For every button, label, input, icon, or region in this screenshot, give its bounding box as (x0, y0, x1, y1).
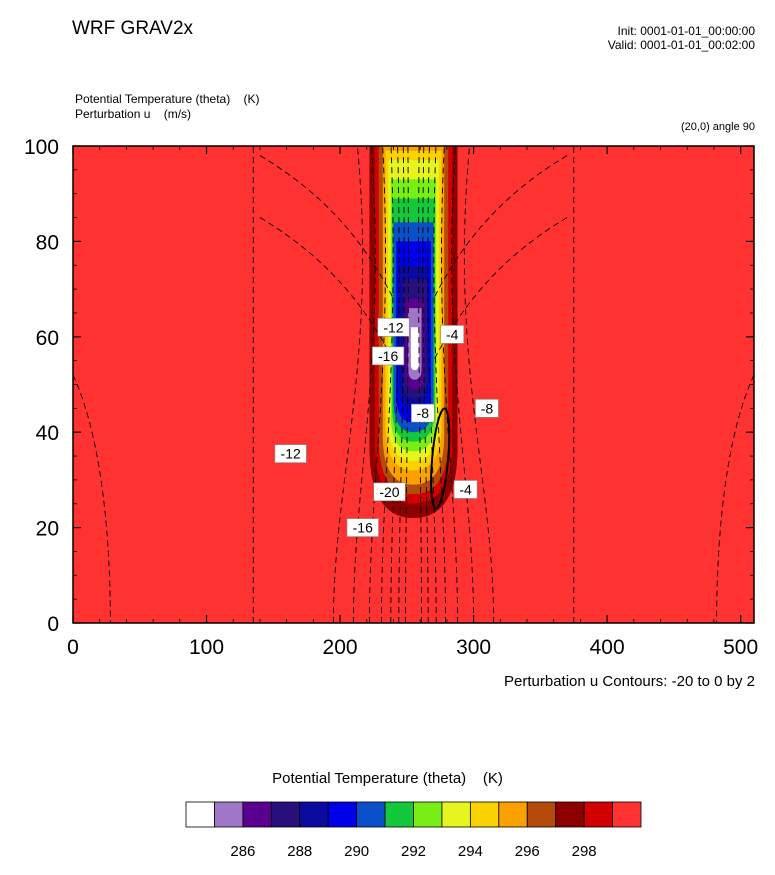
svg-text:-16: -16 (378, 348, 398, 364)
colorbar-swatch (185, 801, 215, 828)
contour-zero-loop (430, 407, 451, 510)
field-label-u: Perturbation u (m/s) (75, 107, 192, 121)
contour-line-l-0 (332, 146, 364, 623)
y-tick-label: 60 (36, 327, 59, 350)
main-title: WRF GRAV2x (72, 18, 194, 39)
y-tick-label: 80 (36, 231, 59, 254)
colorbar-swatch (583, 801, 613, 828)
contour-line-r-3 (433, 146, 446, 623)
x-tick-label: 100 (189, 636, 224, 659)
svg-text:-4: -4 (446, 326, 459, 342)
contour-line-l-4 (390, 146, 400, 623)
x-tick-label: 500 (723, 636, 758, 659)
colorbar-swatch (413, 801, 443, 828)
colorbar-title: Potential Temperature (theta) (K) (272, 770, 503, 787)
contour-label: -8 (475, 399, 499, 418)
contour-line-l-3 (381, 146, 394, 623)
y-tick-label: 0 (47, 613, 59, 636)
svg-text:-8: -8 (481, 400, 494, 416)
svg-text:-8: -8 (417, 405, 430, 421)
contour-label: -4 (453, 480, 478, 499)
colorbar-swatch (526, 801, 557, 828)
colorbar-swatch (327, 801, 358, 828)
y-tick-label: 20 (36, 518, 59, 541)
svg-text:-20: -20 (379, 484, 399, 500)
svg-text:-16: -16 (353, 520, 373, 536)
colorbar-tick-label: 296 (515, 843, 540, 860)
init-time-label: Init: 0001-01-01_00:00:00 (617, 24, 755, 38)
x-tick-label: 400 (590, 636, 625, 659)
contour-info-label: Perturbation u Contours: -20 to 0 by 2 (504, 673, 755, 690)
cross-section-label: (20,0) angle 90 (681, 121, 755, 133)
x-tick-label: 200 (323, 636, 358, 659)
colorbar-swatch (441, 801, 471, 828)
x-tick-label: 300 (456, 636, 491, 659)
colorbar-swatch (555, 801, 585, 828)
colorbar-tick-label: 288 (287, 843, 312, 860)
colorbar-tick-label: 292 (401, 843, 426, 860)
colorbar-swatch (384, 801, 414, 828)
contour-line-r-0 (463, 146, 495, 623)
colorbar-swatch (612, 801, 642, 828)
x-tick-label: 0 (67, 636, 79, 659)
field-label-theta: Potential Temperature (theta) (K) (75, 92, 260, 106)
contour-bow-r-mid (433, 217, 568, 361)
y-tick-label: 40 (36, 422, 59, 445)
colorbar-swatch (270, 801, 301, 828)
svg-text:-4: -4 (459, 481, 472, 497)
contour-arc-left-edge (73, 374, 111, 623)
svg-text:-12: -12 (383, 319, 403, 335)
contour-bow-l-mid (259, 217, 394, 361)
colorbar-swatch (356, 801, 386, 828)
contour-bow-l-upper (259, 155, 394, 299)
colorbar-tick-label: 298 (572, 843, 597, 860)
colorbar-tick-label: 290 (344, 843, 369, 860)
colorbar-swatch (214, 801, 244, 828)
contour-label: -16 (346, 518, 379, 537)
colorbar-swatch (242, 801, 272, 828)
contour-label: -20 (373, 482, 406, 502)
contour-line-l-1 (352, 146, 376, 623)
svg-text:-12: -12 (281, 446, 301, 462)
contour-arc-right-edge (716, 374, 754, 623)
contour-label: -12 (377, 317, 410, 337)
contour-label: -12 (274, 444, 307, 463)
colorbar-tick-label: 294 (458, 843, 483, 860)
colorbar-swatch (299, 801, 329, 828)
contour-label: -16 (372, 346, 405, 366)
valid-time-label: Valid: 0001-01-01_00:02:00 (607, 38, 755, 52)
contour-line-l-6 (405, 146, 409, 623)
colorbar-swatch (469, 801, 500, 828)
contour-line-l-2 (368, 146, 386, 623)
y-tick-label: 100 (24, 136, 59, 159)
contour-line-l-5 (398, 146, 405, 623)
contour-bow-r-upper (433, 155, 568, 299)
theta-band-14 (410, 327, 419, 371)
contour-label: -4 (440, 325, 465, 344)
colorbar-tick-label: 286 (230, 843, 255, 860)
colorbar-swatch (498, 801, 528, 828)
contour-label: -8 (411, 403, 435, 423)
contour-line-r-1 (451, 146, 475, 623)
